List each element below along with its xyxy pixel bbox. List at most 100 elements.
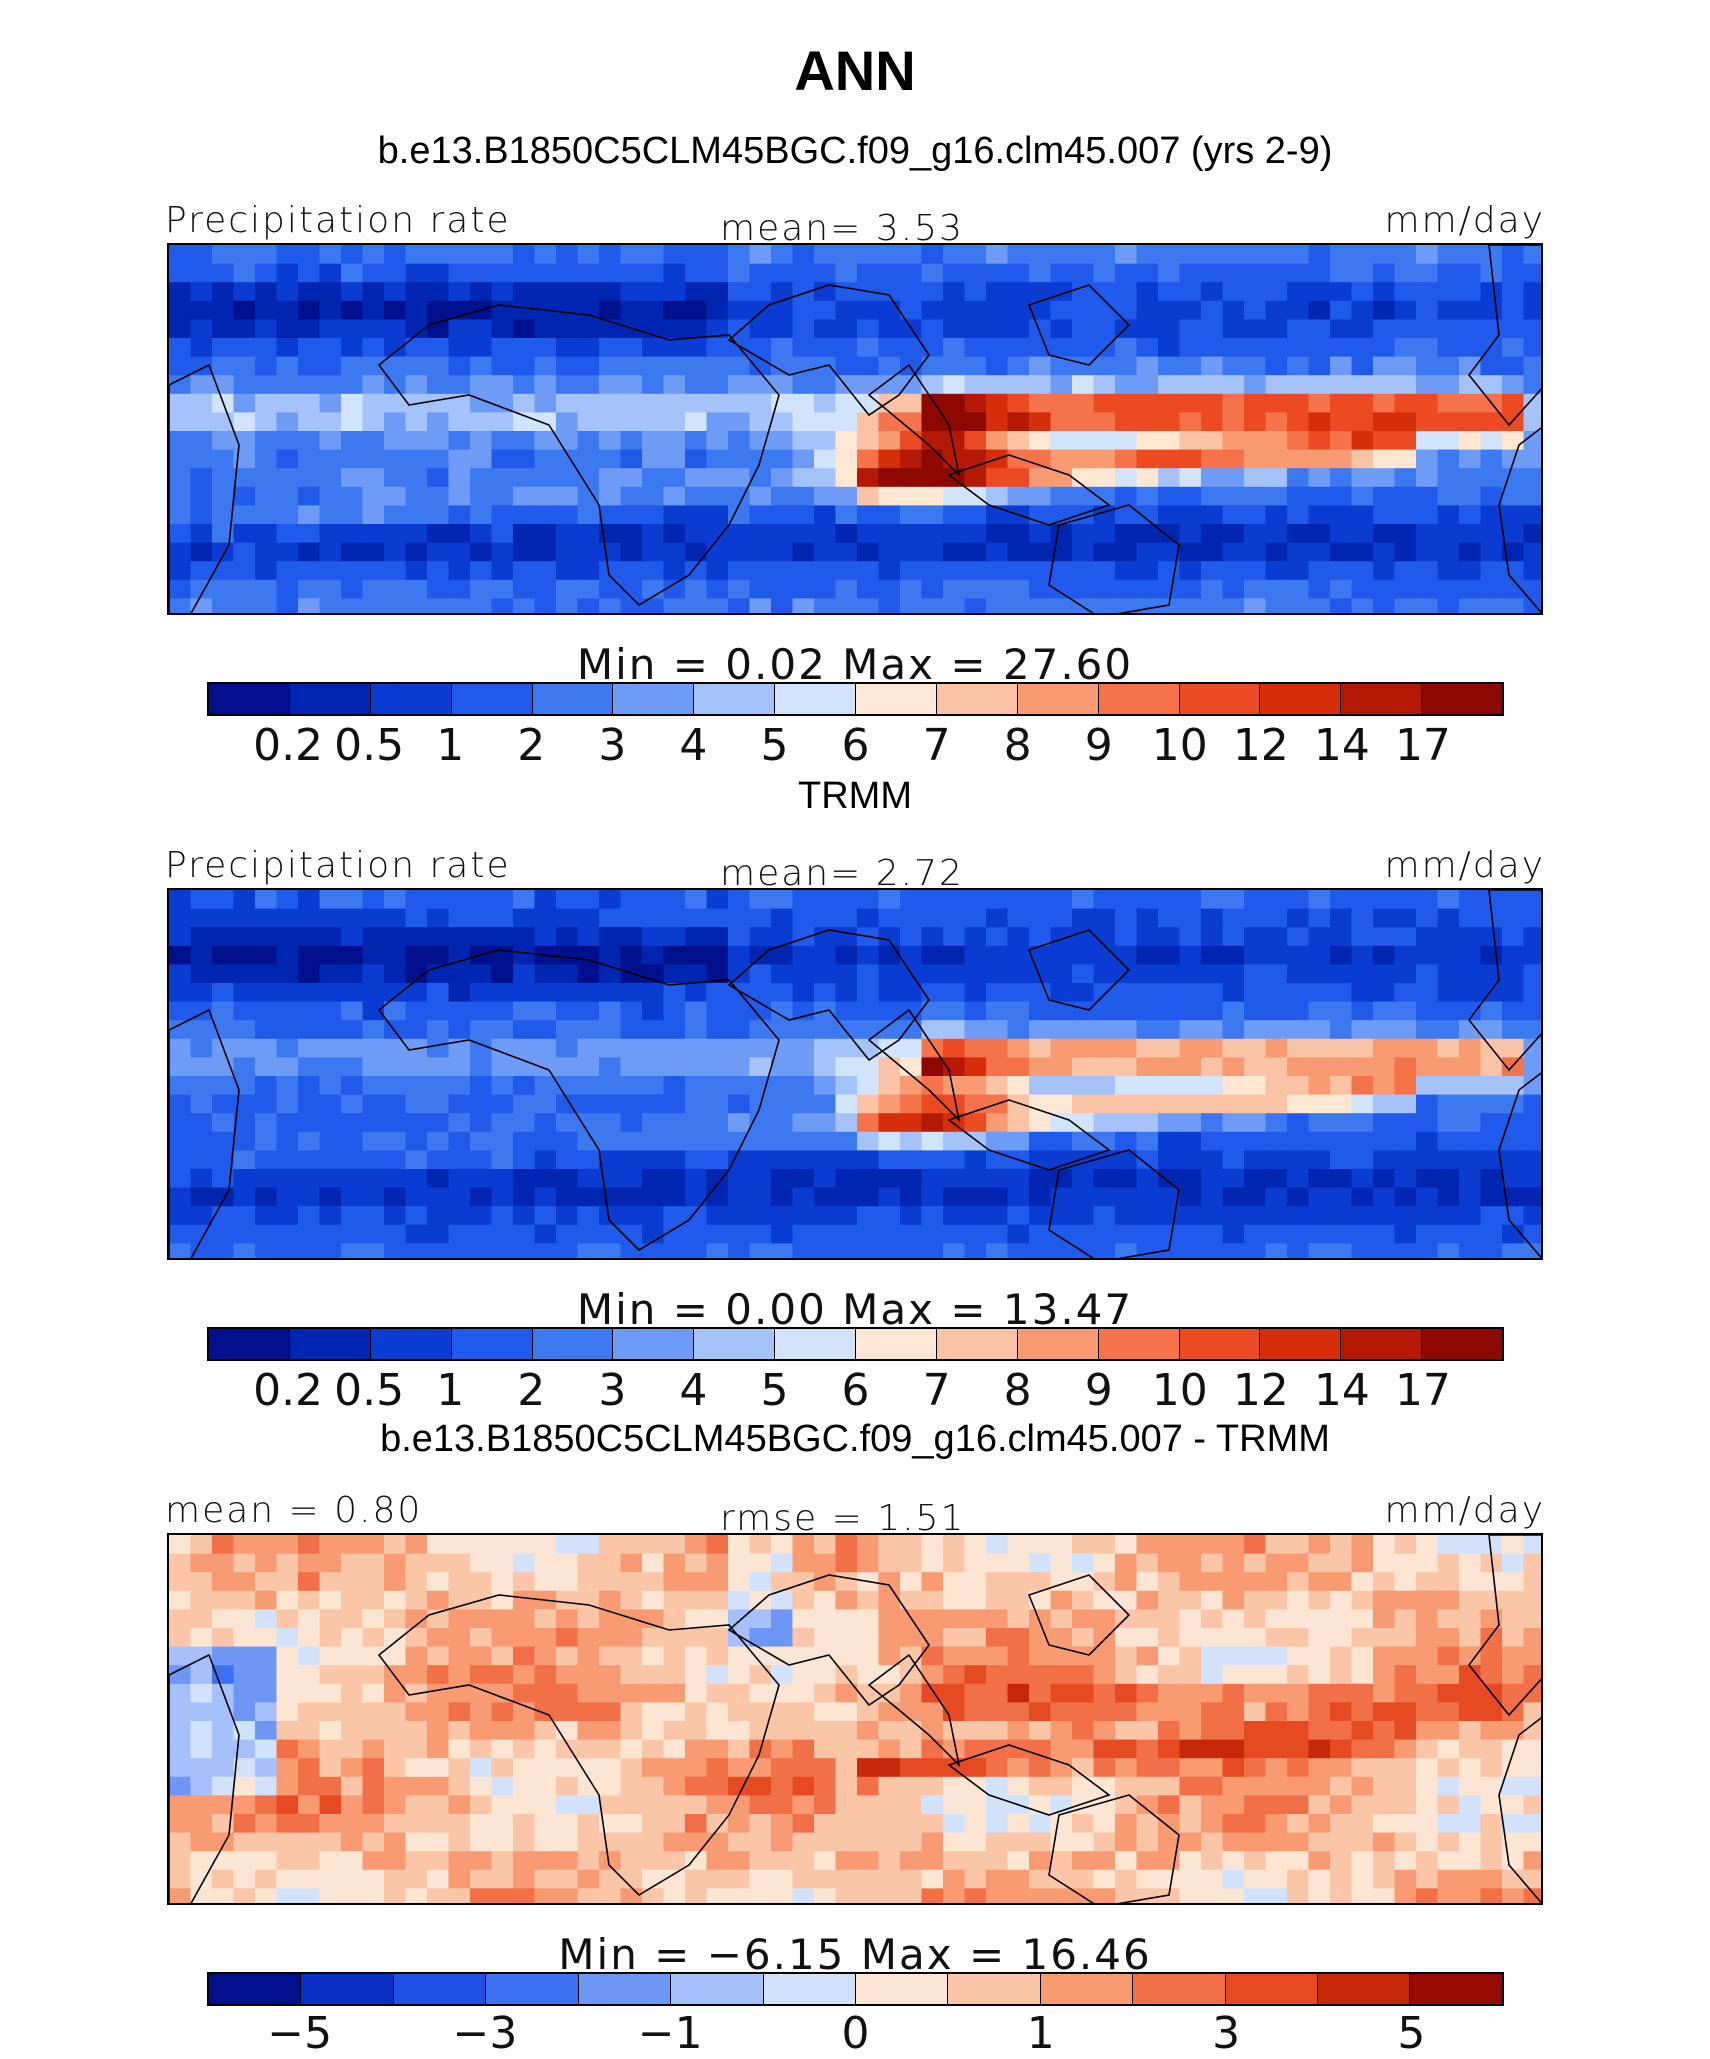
- colorbar-segment: [209, 1974, 302, 2004]
- panel-center-label: mean= 2.72: [720, 853, 964, 894]
- panel-left-label: Precipitation rate: [165, 200, 511, 241]
- colorbar-segment: [856, 684, 937, 714]
- colorbar-tick-label: 0: [841, 2008, 870, 2059]
- colorbar-segment: [1017, 684, 1099, 714]
- colorbar-tick-label: 2: [517, 1365, 546, 1416]
- min-max-label: Min = 0.00 Max = 13.47: [576, 1285, 1134, 1334]
- colorbar-tick-label: 12: [1232, 720, 1289, 771]
- map-field: [169, 890, 1541, 1258]
- colorbar-tick-label: 6: [841, 720, 870, 771]
- colorbar-tick-label: 0.2: [253, 720, 324, 771]
- colorbar-segment: [1179, 1329, 1261, 1359]
- colorbar-tick-label: 1: [436, 720, 465, 771]
- colorbar-segment: [1341, 684, 1423, 714]
- colorbar-tick-label: 0.5: [334, 1365, 405, 1416]
- colorbar-segment: [289, 684, 371, 714]
- colorbar-tick-label: 5: [760, 720, 789, 771]
- panel-units-label: mm/day: [1384, 845, 1545, 886]
- colorbar-segment: [613, 684, 695, 714]
- colorbar-segment: [1410, 1974, 1502, 2004]
- colorbar-segment: [486, 1974, 579, 2004]
- colorbar: [207, 682, 1504, 716]
- colorbar-segment: [855, 1974, 949, 2004]
- colorbar-segment: [532, 684, 614, 714]
- colorbar-segment: [451, 684, 533, 714]
- colorbar-tick-label: 17: [1394, 1365, 1451, 1416]
- colorbar-segment: [209, 684, 290, 714]
- panel-units-label: mm/day: [1384, 200, 1545, 241]
- colorbar-segment: [763, 1974, 856, 2004]
- panel-left-label: mean = 0.80: [165, 1490, 423, 1531]
- colorbar-tick-label: 5: [1397, 2008, 1426, 2059]
- colorbar-tick-label: 10: [1151, 1365, 1208, 1416]
- colorbar-tick-label: 14: [1313, 720, 1370, 771]
- colorbar-tick-label: 4: [679, 1365, 708, 1416]
- colorbar-segment: [1098, 684, 1180, 714]
- colorbar-segment: [775, 684, 856, 714]
- colorbar-tick-label: 14: [1313, 1365, 1370, 1416]
- colorbar-tick-label: 7: [922, 1365, 951, 1416]
- colorbar-segment: [775, 1329, 856, 1359]
- map-field: [169, 1535, 1541, 1903]
- panel-subtitle: b.e13.B1850C5CLM45BGC.f09_g16.clm45.007 …: [380, 1418, 1330, 1460]
- colorbar-segment: [370, 1329, 452, 1359]
- colorbar-tick-label: 0.5: [334, 720, 405, 771]
- colorbar-tick-label: 0.2: [253, 1365, 324, 1416]
- colorbar: [207, 1972, 1504, 2006]
- colorbar-segment: [209, 1329, 290, 1359]
- colorbar-tick-label: 3: [1212, 2008, 1241, 2059]
- colorbar-segment: [578, 1974, 672, 2004]
- colorbar-segment: [393, 1974, 487, 2004]
- colorbar-segment: [948, 1974, 1041, 2004]
- panel-left-label: Precipitation rate: [165, 845, 511, 886]
- colorbar-segment: [1179, 684, 1261, 714]
- colorbar-segment: [1260, 684, 1342, 714]
- colorbar-segment: [856, 1329, 937, 1359]
- colorbar-segment: [1422, 684, 1502, 714]
- figure-title: ANN: [794, 39, 916, 102]
- colorbar-segment: [1341, 1329, 1423, 1359]
- colorbar-tick-label: 1: [436, 1365, 465, 1416]
- colorbar-tick-label: 10: [1151, 720, 1208, 771]
- colorbar-segment: [1133, 1974, 1226, 2004]
- colorbar-tick-label: 2: [517, 720, 546, 771]
- colorbar-tick-label: 8: [1003, 1365, 1032, 1416]
- panel-units-label: mm/day: [1384, 1490, 1545, 1531]
- colorbar-segment: [370, 684, 452, 714]
- colorbar-segment: [694, 684, 776, 714]
- colorbar-tick-label: 6: [841, 1365, 870, 1416]
- colorbar-segment: [1422, 1329, 1502, 1359]
- colorbar-tick-label: 7: [922, 720, 951, 771]
- colorbar-tick-label: −5: [267, 2008, 333, 2059]
- colorbar-tick-label: 9: [1084, 720, 1113, 771]
- colorbar-tick-label: 9: [1084, 1365, 1113, 1416]
- map-panel: [167, 1533, 1543, 1905]
- panel-center-label: rmse = 1.51: [720, 1498, 966, 1539]
- colorbar-tick-label: 8: [1003, 720, 1032, 771]
- map-field: [169, 245, 1541, 613]
- colorbar-segment: [1040, 1974, 1134, 2004]
- colorbar-tick-label: 3: [598, 720, 627, 771]
- colorbar-tick-label: −3: [452, 2008, 518, 2059]
- colorbar-tick-label: 5: [760, 1365, 789, 1416]
- colorbar-segment: [301, 1974, 394, 2004]
- colorbar-segment: [1260, 1329, 1342, 1359]
- map-panel: [167, 243, 1543, 615]
- colorbar-segment: [936, 684, 1018, 714]
- colorbar-segment: [532, 1329, 614, 1359]
- panel-center-label: mean= 3.53: [720, 208, 964, 249]
- colorbar-segment: [1225, 1974, 1319, 2004]
- colorbar: [207, 1327, 1504, 1361]
- colorbar-segment: [613, 1329, 695, 1359]
- colorbar-segment: [289, 1329, 371, 1359]
- min-max-label: Min = −6.15 Max = 16.46: [558, 1930, 1152, 1979]
- colorbar-segment: [936, 1329, 1018, 1359]
- colorbar-tick-label: 4: [679, 720, 708, 771]
- colorbar-tick-label: 3: [598, 1365, 627, 1416]
- colorbar-tick-label: 1: [1026, 2008, 1055, 2059]
- colorbar-tick-label: 17: [1394, 720, 1451, 771]
- colorbar-segment: [671, 1974, 764, 2004]
- colorbar-segment: [1017, 1329, 1099, 1359]
- min-max-label: Min = 0.02 Max = 27.60: [576, 640, 1134, 689]
- colorbar-tick-label: 12: [1232, 1365, 1289, 1416]
